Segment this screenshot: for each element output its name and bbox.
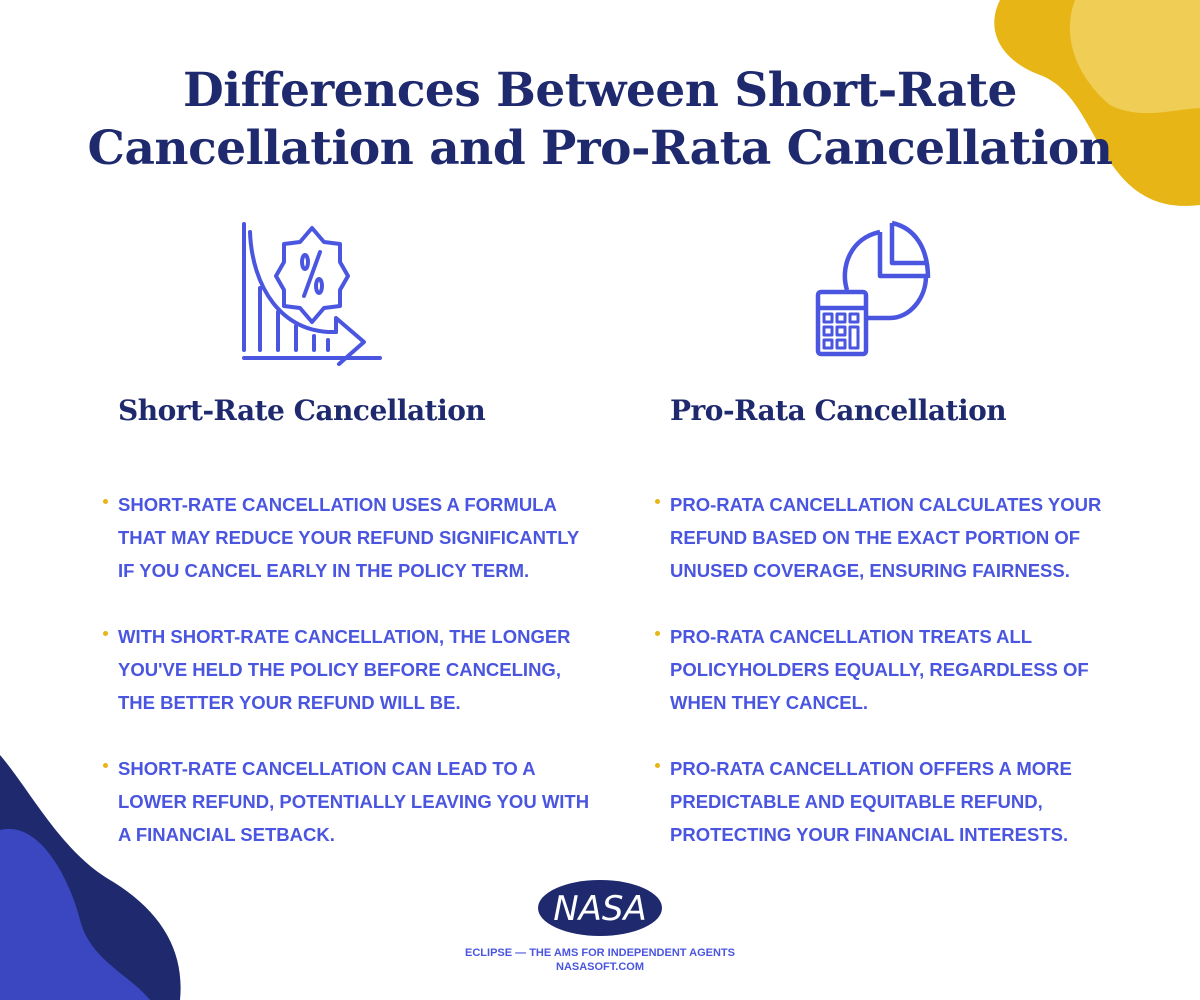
- title-line-2: Cancellation and Pro-Rata Cancellation: [87, 121, 1113, 176]
- list-item: With short-rate cancellation, the longer…: [103, 620, 598, 719]
- footer: ECLIPSE — THE AMS FOR INDEPENDENT AGENTS…: [0, 946, 1200, 974]
- page-title: Differences Between Short-Rate Cancellat…: [0, 62, 1200, 178]
- pro-rata-heading: Pro-Rata Cancellation: [670, 394, 1007, 427]
- declining-chart-percent-icon: [242, 222, 382, 366]
- list-item: Short-rate cancellation uses a formula t…: [103, 488, 598, 587]
- short-rate-heading: Short-Rate Cancellation: [118, 394, 486, 427]
- pro-rata-list: Pro-rata cancellation calculates your re…: [655, 488, 1120, 884]
- footer-tagline: ECLIPSE — THE AMS FOR INDEPENDENT AGENTS: [465, 947, 735, 959]
- title-line-1: Differences Between Short-Rate: [183, 63, 1017, 118]
- footer-url[interactable]: NASASOFT.COM: [556, 961, 644, 973]
- nasa-logo-text: NASA: [553, 889, 647, 929]
- list-item: Pro-rata cancellation calculates your re…: [655, 488, 1120, 587]
- list-item: Pro-rata cancellation treats all policyh…: [655, 620, 1120, 719]
- list-item: Short-rate cancellation can lead to a lo…: [103, 752, 598, 851]
- calculator-pie-chart-icon: [815, 220, 931, 357]
- list-item: Pro-rata cancellation offers a more pred…: [655, 752, 1120, 851]
- short-rate-list: Short-rate cancellation uses a formula t…: [103, 488, 598, 884]
- nasa-logo: NASA: [538, 880, 662, 936]
